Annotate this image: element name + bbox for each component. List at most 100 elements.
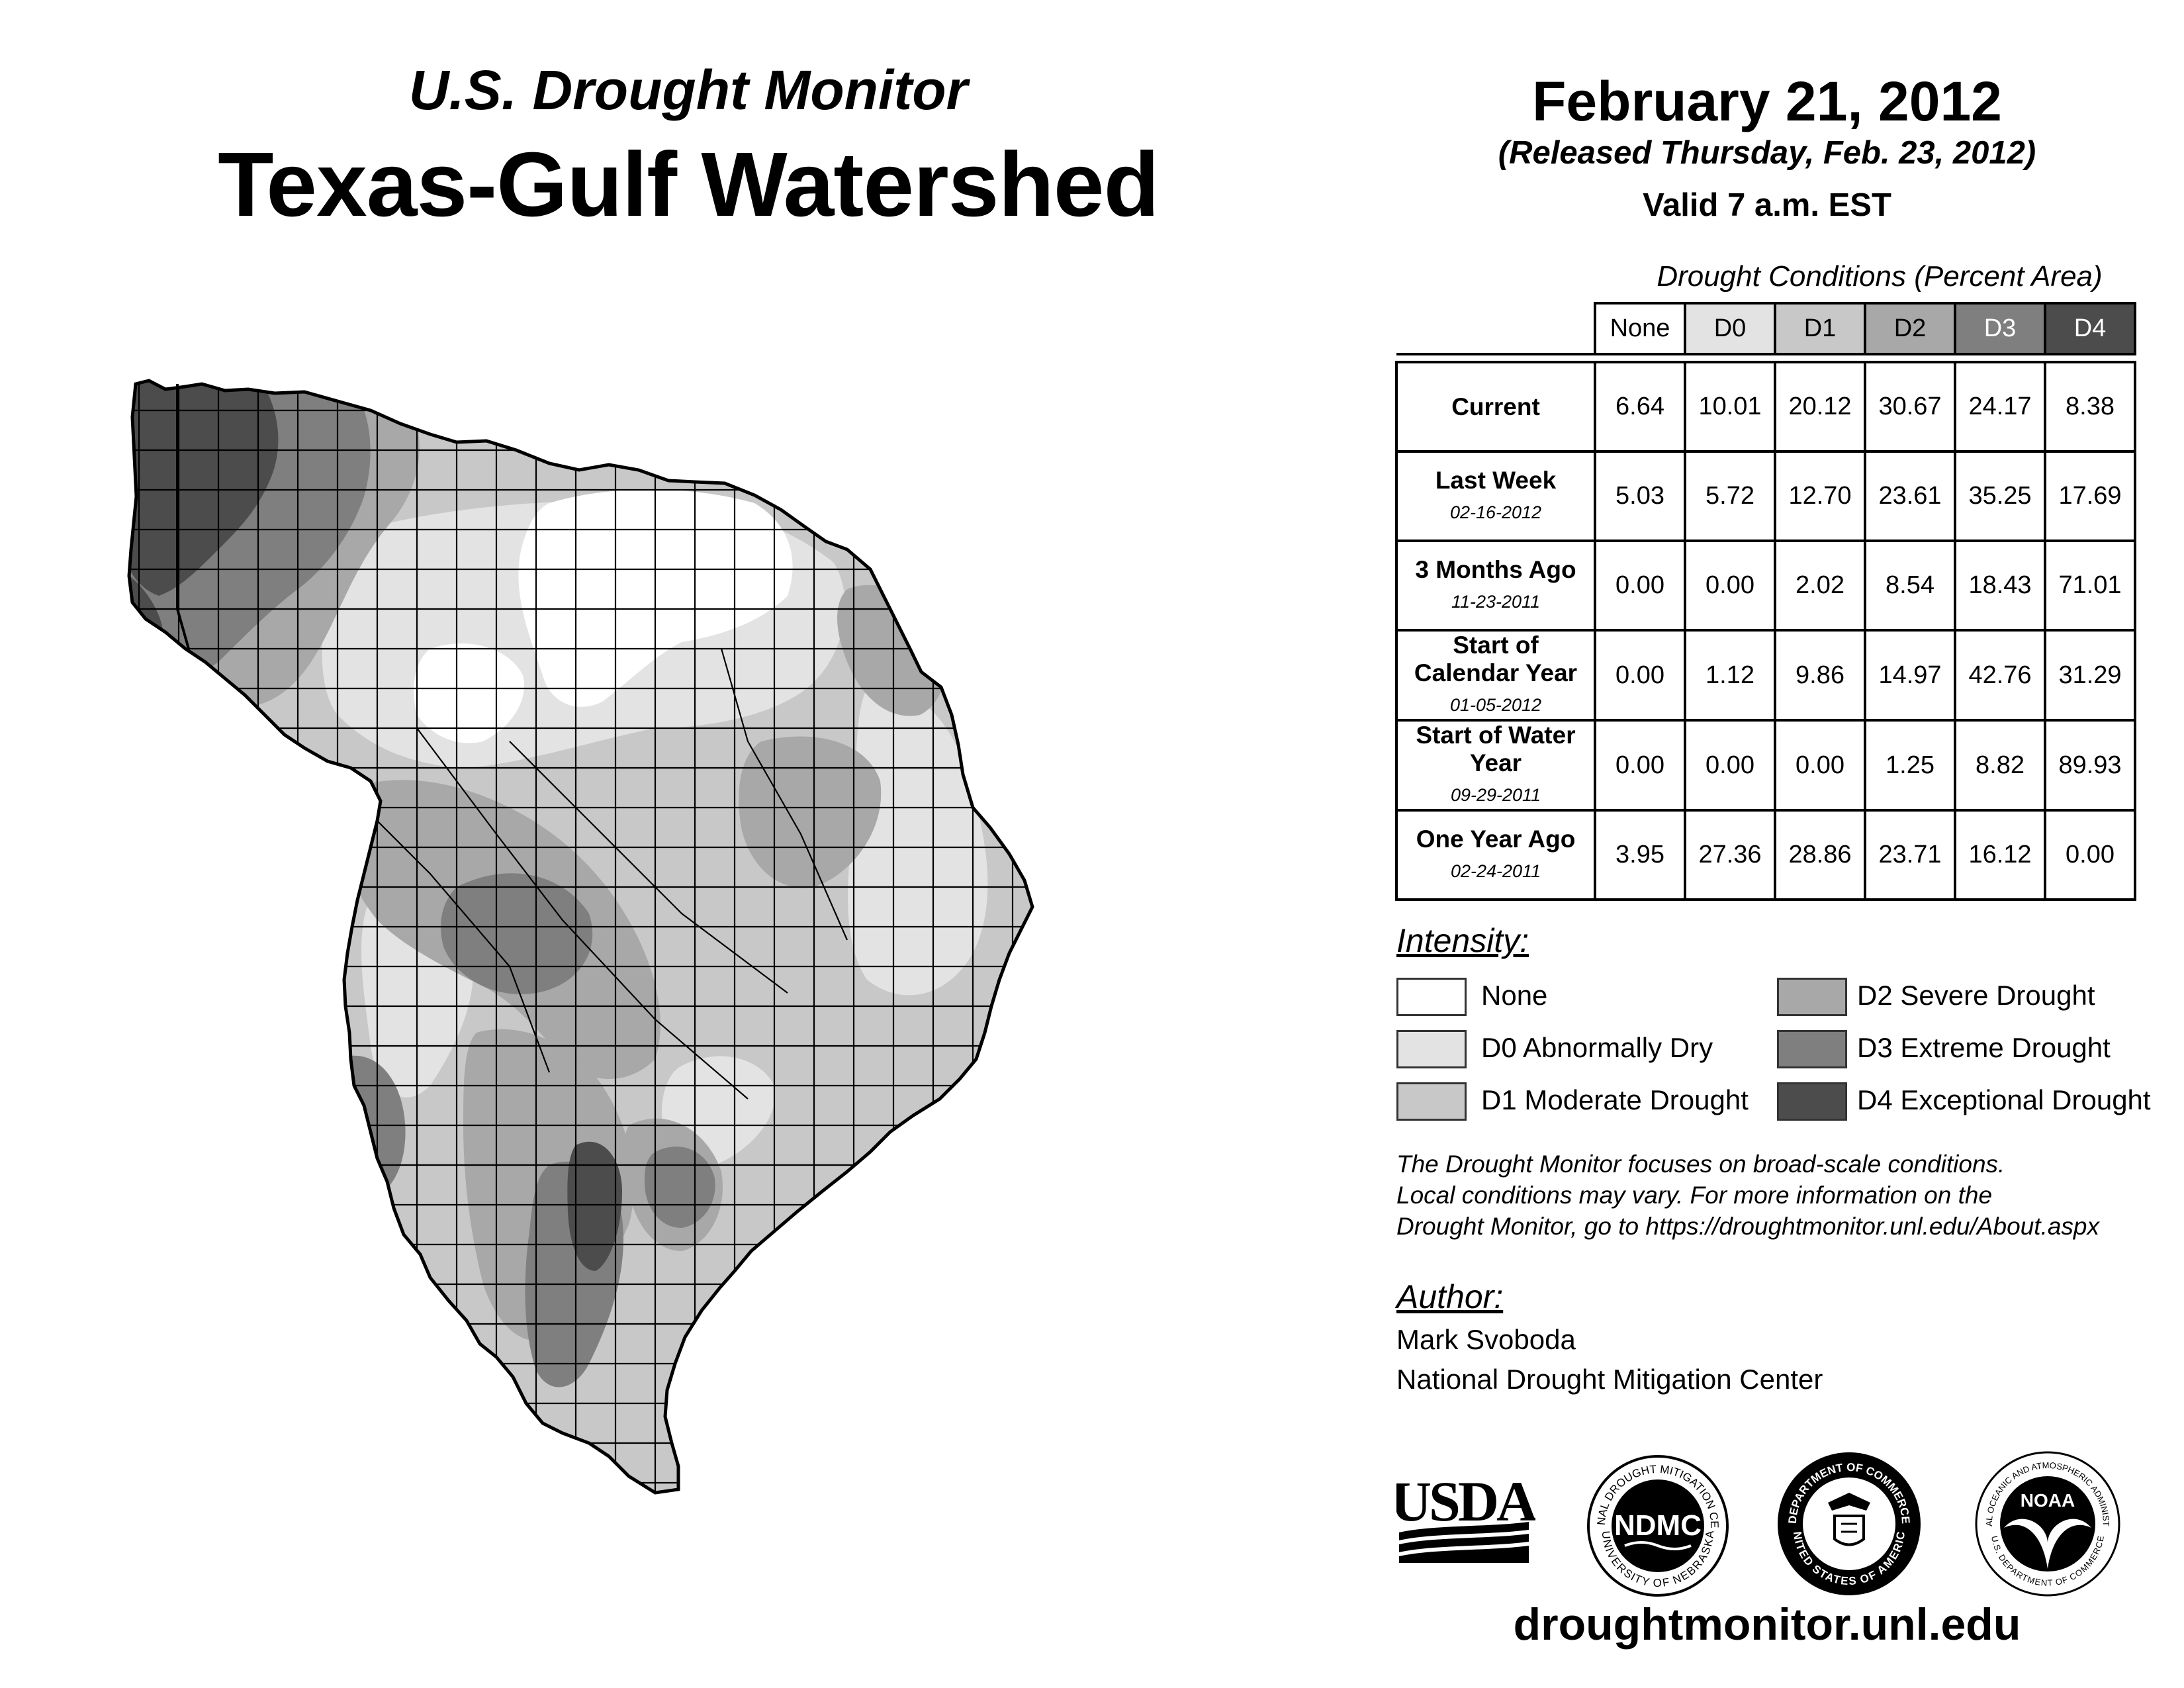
row-label: 3 Months Ago 11-23-2011 (1395, 539, 1596, 632)
legend-label-d2: D2 Severe Drought (1857, 980, 2095, 1011)
table-row: Start of Calendar Year 01-05-2012 0.00 1.… (1395, 629, 2136, 722)
map-date: February 21, 2012 (1532, 70, 2002, 132)
table-cell: 17.69 (2044, 450, 2136, 542)
map-title: Texas-Gulf Watershed (218, 134, 1160, 236)
row-date: 02-24-2011 (1450, 861, 1541, 881)
table-cell: 8.82 (1954, 719, 2046, 812)
table-row: One Year Ago 02-24-2011 3.95 27.36 28.86 … (1395, 809, 2136, 901)
legend-swatch-d2 (1777, 978, 1847, 1016)
ndmc-logo-text: NDMC (1614, 1509, 1702, 1542)
legend-title: Intensity: (1396, 922, 1529, 959)
table-cell: 6.64 (1594, 361, 1686, 453)
table-cell: 1.25 (1864, 719, 1956, 812)
table-cell: 0.00 (1684, 719, 1776, 812)
legend-label-d1: D1 Moderate Drought (1481, 1084, 1749, 1115)
usda-logo-text: USDA (1396, 1470, 1535, 1533)
state-boundary (176, 384, 190, 649)
table-cell: 5.72 (1684, 450, 1776, 542)
table-row: Start of Water Year 09-29-2011 0.00 0.00 … (1395, 719, 2136, 812)
legend-label-none: None (1481, 980, 1548, 1011)
drought-map (86, 371, 1291, 1549)
table-caption: Drought Conditions (Percent Area) (1657, 260, 2103, 293)
table-cell: 27.36 (1684, 809, 1776, 901)
map-area-d4 (129, 381, 279, 596)
col-header-d4: D4 (2044, 302, 2136, 355)
table-cell: 31.29 (2044, 629, 2136, 722)
table-cell: 0.00 (1594, 629, 1686, 722)
row-label: Current (1395, 361, 1596, 453)
row-label: Last Week 02-16-2012 (1395, 450, 1596, 542)
table-cell: 0.00 (1594, 539, 1686, 632)
col-header-d1: D1 (1774, 302, 1866, 355)
footer-url[interactable]: droughtmonitor.unl.edu (1513, 1599, 2021, 1650)
noaa-logo-text: NOAA (2021, 1490, 2075, 1511)
table-cell: 10.01 (1684, 361, 1776, 453)
disclaimer-note: The Drought Monitor focuses on broad-sca… (1396, 1149, 2158, 1242)
table-cell: 28.86 (1774, 809, 1866, 901)
row-label: One Year Ago 02-24-2011 (1395, 809, 1596, 901)
table-cell: 8.38 (2044, 361, 2136, 453)
table-cell: 23.71 (1864, 809, 1956, 901)
legend-swatch-d1 (1396, 1082, 1467, 1121)
table-cell: 2.02 (1774, 539, 1866, 632)
note-line: Local conditions may vary. For more info… (1396, 1182, 1993, 1209)
table-cell: 71.01 (2044, 539, 2136, 632)
ndmc-logo: NATIONAL DROUGHT MITIGATION CENTER UNIVE… (1585, 1453, 1729, 1597)
col-header-d0: D0 (1684, 302, 1776, 355)
map-area-d3 (441, 873, 593, 994)
col-header-d2: D2 (1864, 302, 1956, 355)
map-area-d4 (567, 1141, 622, 1271)
table-cell: 1.12 (1684, 629, 1776, 722)
table-cell: 0.00 (1774, 719, 1866, 812)
table-cell: 18.43 (1954, 539, 2046, 632)
table-corner (1396, 303, 1595, 354)
table-cell: 35.25 (1954, 450, 2046, 542)
drought-conditions-table: None D0 D1 D2 D3 D4 Current 6.64 10.01 2… (1395, 302, 2136, 901)
table-cell: 8.54 (1864, 539, 1956, 632)
row-label: Start of Calendar Year 01-05-2012 (1395, 629, 1596, 722)
table-cell: 3.95 (1594, 809, 1686, 901)
table-cell: 0.00 (1594, 719, 1686, 812)
shield-icon (1833, 1515, 1865, 1546)
table-cell: 12.70 (1774, 450, 1866, 542)
release-date: (Released Thursday, Feb. 23, 2012) (1498, 135, 2036, 171)
note-line: Drought Monitor, go to https://droughtmo… (1396, 1213, 2099, 1240)
col-header-none: None (1594, 302, 1686, 355)
legend-label-d4: D4 Exceptional Drought (1857, 1084, 2151, 1115)
noaa-logo: NATIONAL OCEANIC AND ATMOSPHERIC ADMINIS… (1974, 1450, 2120, 1597)
legend-swatch-d3 (1777, 1030, 1847, 1068)
row-date: 09-29-2011 (1450, 785, 1541, 805)
table-cell: 16.12 (1954, 809, 2046, 901)
table-cell: 23.61 (1864, 450, 1956, 542)
eagle-icon (1828, 1493, 1870, 1511)
map-area-d0 (848, 687, 988, 996)
row-date: 02-16-2012 (1449, 502, 1542, 522)
usda-logo: USDA (1396, 1470, 1535, 1563)
legend-swatch-d4 (1777, 1082, 1847, 1121)
table-cell: 42.76 (1954, 629, 2046, 722)
bird-icon (2004, 1519, 2091, 1569)
table-cell: 0.00 (2044, 809, 2136, 901)
table-header-row: None D0 D1 D2 D3 D4 (1396, 302, 2136, 355)
valid-time: Valid 7 a.m. EST (1643, 187, 1891, 223)
map-subtitle: U.S. Drought Monitor (408, 59, 968, 121)
table-cell: 9.86 (1774, 629, 1866, 722)
table-cell: 24.17 (1954, 361, 2046, 453)
table-cell: 14.97 (1864, 629, 1956, 722)
row-label: Start of Water Year 09-29-2011 (1395, 719, 1596, 812)
note-line: The Drought Monitor focuses on broad-sca… (1396, 1150, 2005, 1178)
map-area-d3 (644, 1147, 715, 1228)
legend-label-d3: D3 Extreme Drought (1857, 1032, 2111, 1063)
table-cell: 0.00 (1684, 539, 1776, 632)
row-date: 11-23-2011 (1451, 591, 1541, 612)
table-cell: 20.12 (1774, 361, 1866, 453)
commerce-seal: DEPARTMENT OF COMMERCE UNITED STATES OF … (1775, 1450, 1921, 1595)
author-name: Mark Svoboda (1396, 1324, 1576, 1355)
table-row: Last Week 02-16-2012 5.03 5.72 12.70 23.6… (1395, 450, 2136, 542)
row-date: 01-05-2012 (1449, 695, 1542, 715)
legend-label-d0: D0 Abnormally Dry (1481, 1032, 1713, 1063)
table-row: Current 6.64 10.01 20.12 30.67 24.17 8.3… (1395, 361, 2136, 453)
col-header-d3: D3 (1954, 302, 2046, 355)
table-row: 3 Months Ago 11-23-2011 0.00 0.00 2.02 8.… (1395, 539, 2136, 632)
table-cell: 89.93 (2044, 719, 2136, 812)
